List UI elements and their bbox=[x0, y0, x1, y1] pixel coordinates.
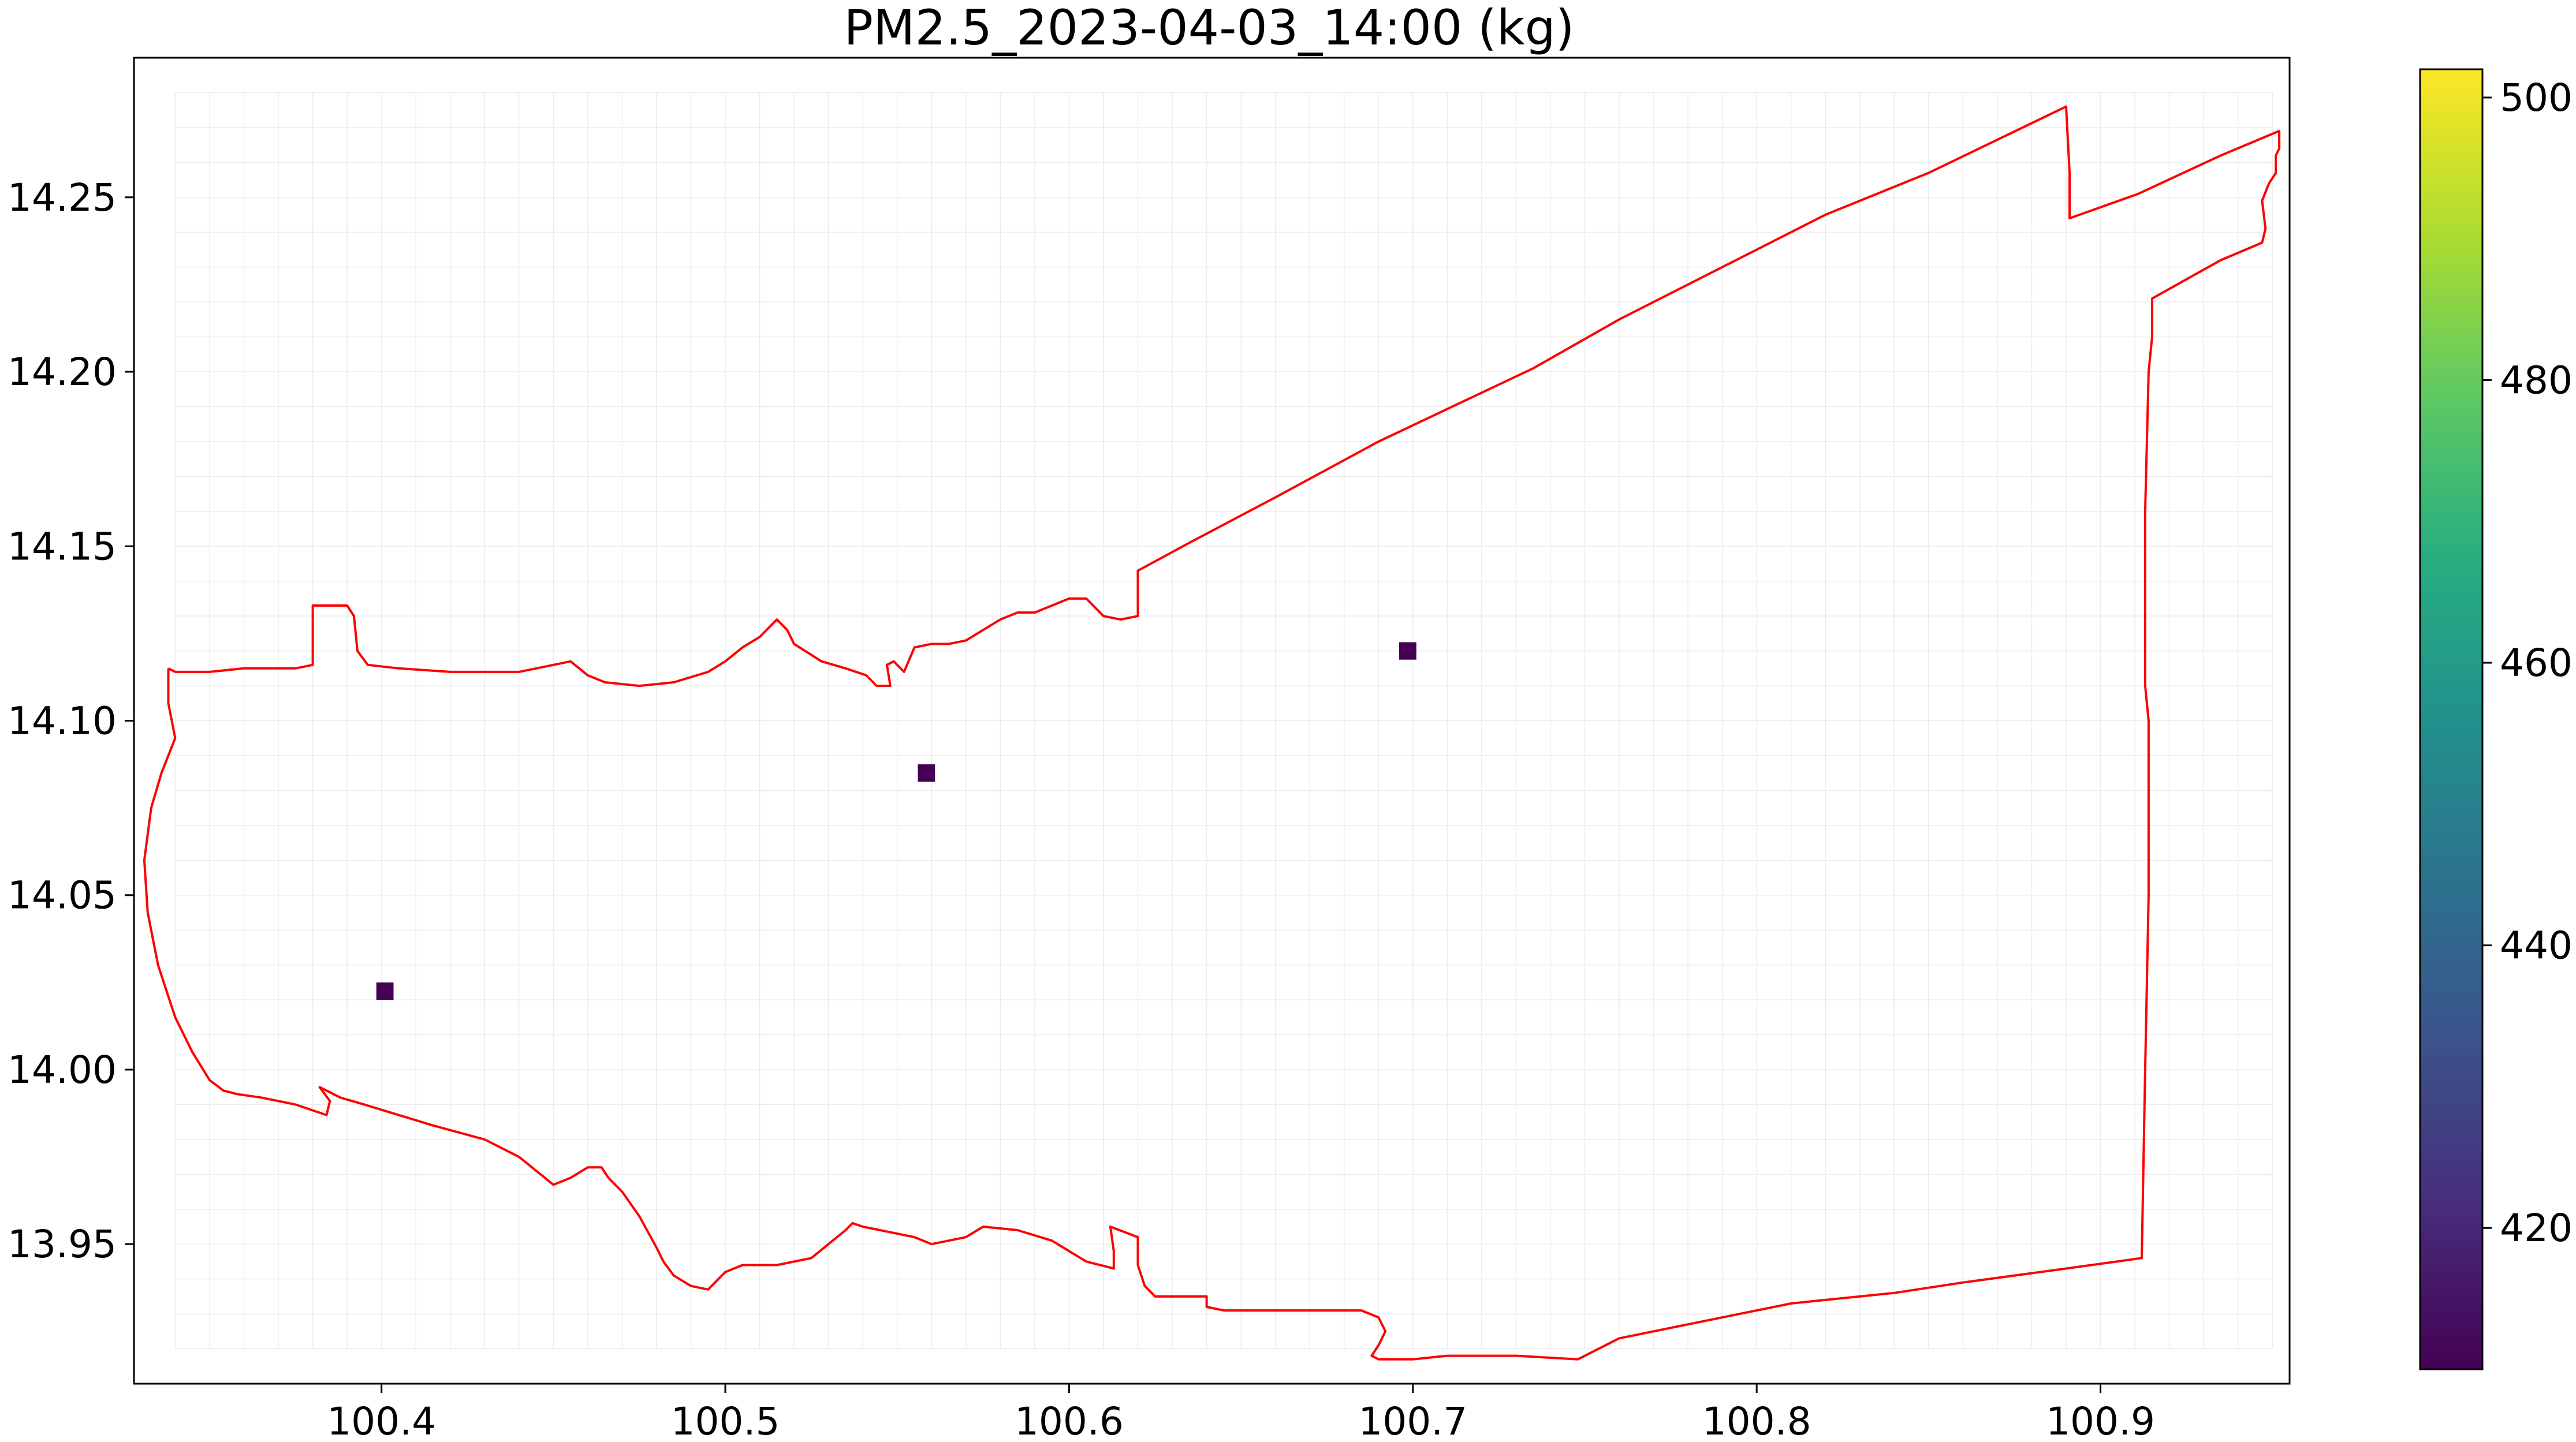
y-tick-label: 14.20 bbox=[8, 350, 117, 394]
y-tick-label: 14.10 bbox=[8, 699, 117, 744]
y-tick-label: 14.15 bbox=[8, 524, 117, 569]
colorbar-tick-label: 460 bbox=[2500, 641, 2573, 685]
x-tick-label: 100.7 bbox=[1358, 1399, 1467, 1442]
y-axis: 13.95 14.00 14.05 14.10 14.15 14.20 14.25 bbox=[8, 175, 134, 1267]
x-tick-label: 100.8 bbox=[1702, 1399, 1811, 1442]
x-tick-label: 100.4 bbox=[327, 1399, 436, 1442]
x-tick-label: 100.9 bbox=[2046, 1399, 2155, 1442]
colorbar-tick-label: 500 bbox=[2500, 76, 2573, 120]
y-tick-label: 13.95 bbox=[8, 1222, 117, 1267]
colorbar-tick-label: 480 bbox=[2500, 358, 2573, 403]
x-tick-label: 100.6 bbox=[1015, 1399, 1124, 1442]
colorbar-tick-label: 420 bbox=[2500, 1206, 2573, 1250]
colorbar-ticks: 420 440 460 480 500 bbox=[2482, 76, 2573, 1250]
pm25-cell bbox=[376, 982, 394, 1000]
pm25-cell bbox=[918, 764, 935, 782]
district-boundary bbox=[143, 105, 2281, 1361]
grid-lines bbox=[174, 92, 2273, 1350]
y-tick-label: 14.00 bbox=[8, 1048, 117, 1092]
x-tick-label: 100.5 bbox=[671, 1399, 780, 1442]
pm25-cell bbox=[1399, 642, 1416, 660]
colorbar bbox=[2419, 68, 2484, 1370]
pm25-cells bbox=[376, 642, 1416, 1000]
y-tick-label: 14.05 bbox=[8, 873, 117, 918]
map-title: PM2.5_2023-04-03_14:00 (kg) bbox=[844, 0, 1574, 56]
x-axis: 100.4 100.5 100.6 100.7 100.8 100.9 bbox=[327, 1384, 2155, 1442]
y-tick-label: 14.25 bbox=[8, 175, 117, 220]
colorbar-tick-label: 440 bbox=[2500, 924, 2573, 968]
